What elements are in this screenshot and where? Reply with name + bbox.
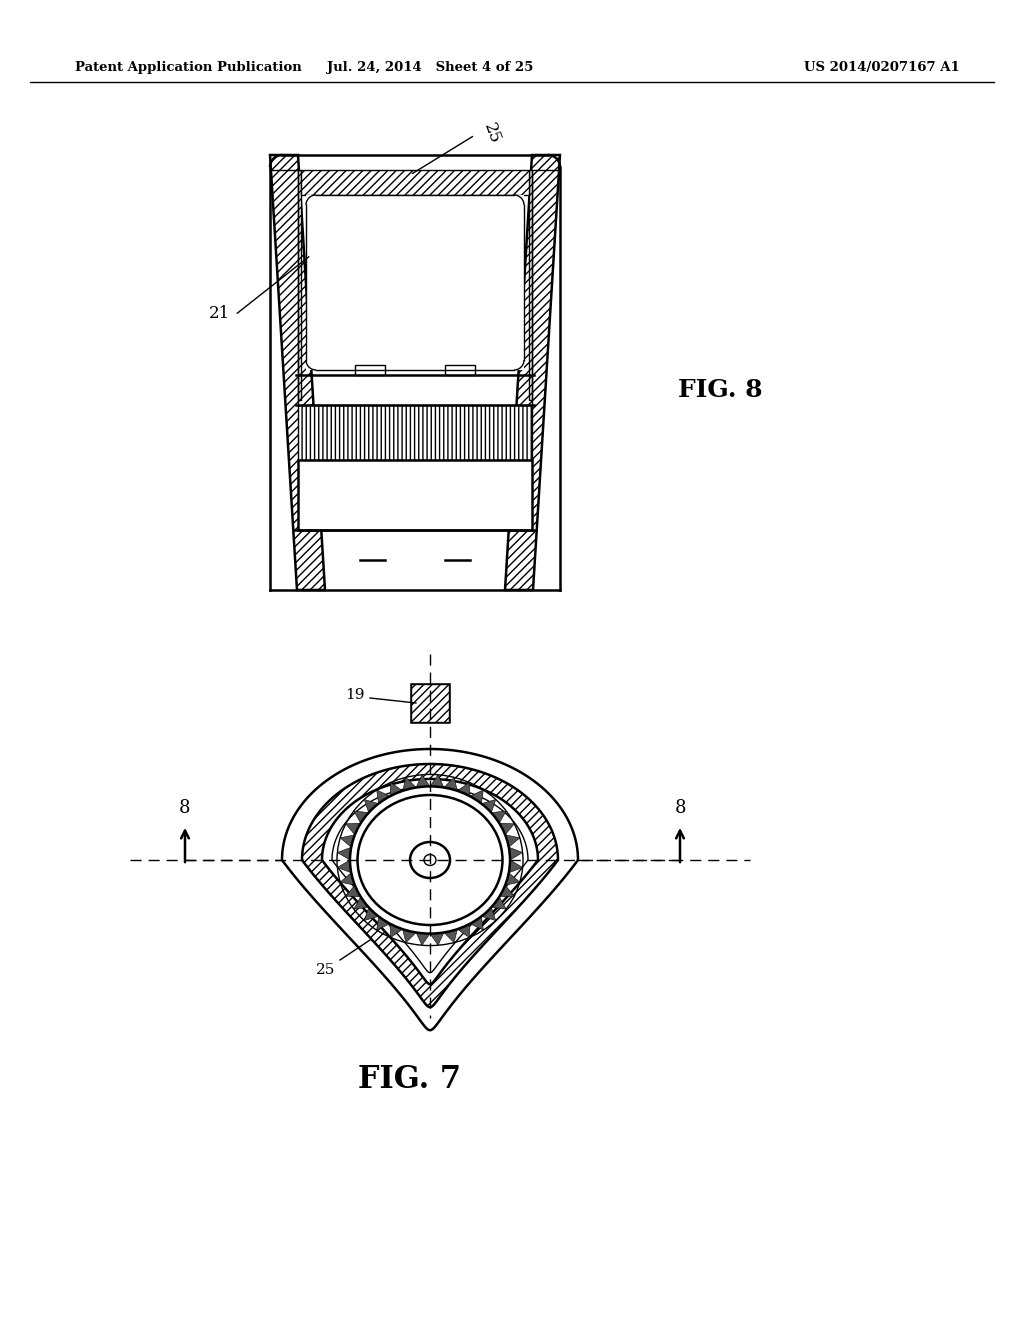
Polygon shape xyxy=(443,777,458,791)
Text: 8: 8 xyxy=(179,799,190,817)
Polygon shape xyxy=(505,154,560,590)
Polygon shape xyxy=(500,824,514,834)
Polygon shape xyxy=(416,775,430,788)
Text: FIG. 8: FIG. 8 xyxy=(678,378,762,403)
Text: FIG. 7: FIG. 7 xyxy=(358,1064,462,1096)
Polygon shape xyxy=(302,764,558,1007)
Polygon shape xyxy=(505,873,520,886)
Text: 21: 21 xyxy=(209,305,230,322)
Polygon shape xyxy=(445,366,475,375)
Polygon shape xyxy=(332,787,528,973)
Polygon shape xyxy=(298,170,301,400)
Polygon shape xyxy=(282,748,578,1030)
Polygon shape xyxy=(402,929,416,942)
Polygon shape xyxy=(301,170,529,195)
Polygon shape xyxy=(298,459,532,531)
Polygon shape xyxy=(481,907,496,920)
Polygon shape xyxy=(365,800,379,813)
Polygon shape xyxy=(470,916,483,931)
Polygon shape xyxy=(346,886,360,896)
Ellipse shape xyxy=(357,795,503,925)
Polygon shape xyxy=(340,834,355,847)
Polygon shape xyxy=(354,810,369,824)
Polygon shape xyxy=(390,783,402,796)
Polygon shape xyxy=(390,924,402,937)
Polygon shape xyxy=(365,907,379,920)
Polygon shape xyxy=(470,789,483,804)
Polygon shape xyxy=(509,847,522,861)
Polygon shape xyxy=(458,783,470,796)
Polygon shape xyxy=(377,916,390,931)
Text: 25: 25 xyxy=(480,120,503,145)
Polygon shape xyxy=(509,861,522,873)
Polygon shape xyxy=(340,873,355,886)
Polygon shape xyxy=(306,195,524,370)
Polygon shape xyxy=(346,824,360,834)
Polygon shape xyxy=(430,932,443,945)
Polygon shape xyxy=(481,800,496,813)
Polygon shape xyxy=(443,929,458,942)
Polygon shape xyxy=(492,810,506,824)
Polygon shape xyxy=(322,779,538,985)
Text: US 2014/0207167 A1: US 2014/0207167 A1 xyxy=(804,62,961,74)
Text: Jul. 24, 2014   Sheet 4 of 25: Jul. 24, 2014 Sheet 4 of 25 xyxy=(327,62,534,74)
Polygon shape xyxy=(505,834,520,847)
Polygon shape xyxy=(492,896,506,909)
Text: 25: 25 xyxy=(315,964,335,977)
Polygon shape xyxy=(355,366,385,375)
Polygon shape xyxy=(529,170,532,400)
Polygon shape xyxy=(416,932,430,945)
Polygon shape xyxy=(500,886,514,896)
Polygon shape xyxy=(337,847,351,861)
Polygon shape xyxy=(430,775,443,788)
Ellipse shape xyxy=(424,854,436,866)
Polygon shape xyxy=(377,789,390,804)
Polygon shape xyxy=(298,405,532,459)
Polygon shape xyxy=(354,896,369,909)
Polygon shape xyxy=(411,684,449,722)
Text: 8: 8 xyxy=(674,799,686,817)
Polygon shape xyxy=(270,154,325,590)
Text: 19: 19 xyxy=(345,688,365,702)
Text: Patent Application Publication: Patent Application Publication xyxy=(75,62,302,74)
Ellipse shape xyxy=(410,842,450,878)
Polygon shape xyxy=(402,777,416,791)
Polygon shape xyxy=(411,684,449,722)
Ellipse shape xyxy=(350,787,510,933)
Polygon shape xyxy=(458,924,470,937)
Polygon shape xyxy=(337,861,351,873)
